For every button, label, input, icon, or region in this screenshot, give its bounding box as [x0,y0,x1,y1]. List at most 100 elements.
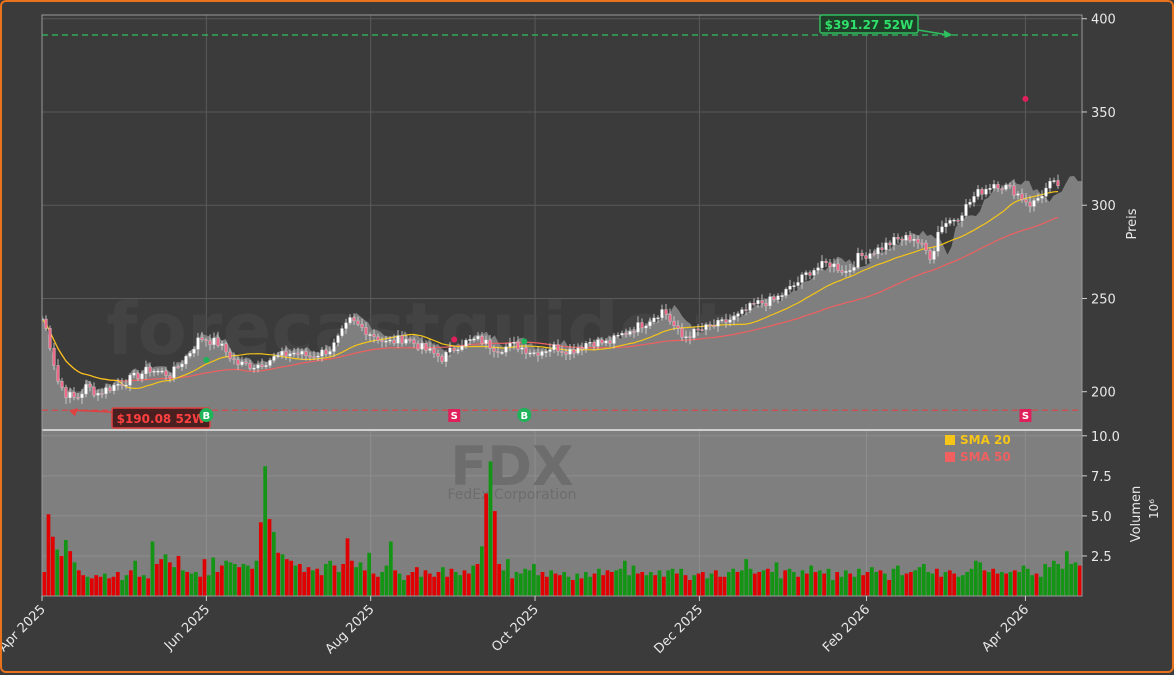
candle-body [652,317,656,323]
volume-bar [765,568,770,596]
volume-bar [835,571,840,596]
candle-body [224,343,228,353]
volume-bar [895,565,900,596]
volume-bar [237,567,242,596]
candle-body [512,342,516,344]
volume-bar [631,565,636,596]
candle-body [1056,180,1060,187]
volume-bar [683,575,688,596]
candle-body [360,324,364,328]
candle-body [324,349,328,355]
volume-bar [713,570,718,596]
volume-bar [1060,568,1065,596]
candle-body [372,334,376,337]
candle-body [1032,200,1036,207]
legend-swatch-sma50 [945,452,955,462]
candle-body [68,392,72,398]
candle-body [42,318,44,321]
volume-bar [826,568,831,596]
candle-body [500,352,504,354]
volume-bar [380,571,385,596]
candle-body [772,296,776,300]
volume-bar [445,576,450,596]
volume-bar [722,576,727,596]
volume-bar [462,570,467,596]
sell-signal-dot [451,336,458,343]
volume-bar [354,567,359,596]
volume-bar [531,563,536,596]
volume-bar [484,493,489,596]
candle-body [60,381,64,388]
candle-body [92,386,96,396]
volume-bar [1008,571,1013,596]
candle-body [856,252,860,268]
volume-bar [657,570,662,596]
volume-bar [306,567,311,596]
volume-bar [1047,567,1052,596]
volume-bar [926,571,931,596]
volume-bar [254,560,259,596]
volume-tick-label: 5.0 [1091,510,1112,525]
candle-body [580,347,584,350]
volume-bar [202,559,207,596]
candle-body [80,393,84,398]
volume-bar [1051,560,1056,596]
candle-body [916,239,920,244]
candle-body [928,250,932,260]
candle-body [172,366,176,378]
volume-bar [89,578,94,596]
volume-bar [661,576,666,596]
candle-body [664,309,668,315]
volume-bar [384,565,389,596]
candle-body [892,237,896,246]
candle-body [592,341,596,347]
price-tick-label: 400 [1091,13,1116,28]
volume-bar [46,514,51,596]
volume-bar [943,571,948,596]
candle-body [848,270,852,272]
candle-body [236,359,240,365]
volume-bar [492,511,497,596]
candle-body [548,349,552,352]
candle-body [1008,185,1012,187]
volume-bar [198,576,203,596]
volume-bar [986,571,991,596]
volume-bar [848,573,853,596]
volume-bar [185,571,190,596]
volume-bar [297,563,302,596]
volume-panel-background [42,431,1082,596]
candle-body [724,319,728,323]
volume-bar [263,466,268,596]
candle-body [796,282,800,286]
volume-bar [744,559,749,596]
candle-body [392,339,396,344]
candle-body [968,202,972,205]
candle-body [252,367,256,370]
candle-body [696,328,700,331]
candle-body [824,261,828,263]
volume-bar [796,576,801,596]
volume-bar [180,570,185,596]
candle-body [868,253,872,259]
candle-body [788,285,792,290]
volume-bar [570,579,575,596]
price-axis-label: Preis [1125,208,1140,239]
candle-body [888,242,892,246]
candle-body [84,384,88,395]
candle-body [992,184,996,189]
volume-bar [687,579,692,596]
volume-bar [423,570,428,596]
volume-bar [440,567,445,596]
candle-body [160,370,164,373]
candle-body [124,384,128,387]
x-tick-label: Oct 2025 [489,602,542,655]
volume-bar [163,554,168,596]
volume-bar [605,570,610,596]
volume-bar [120,579,125,596]
candle-body [56,365,60,382]
candle-body [908,235,912,241]
volume-bar [319,575,324,596]
volume-bar [258,522,263,596]
candle-body [148,366,152,373]
